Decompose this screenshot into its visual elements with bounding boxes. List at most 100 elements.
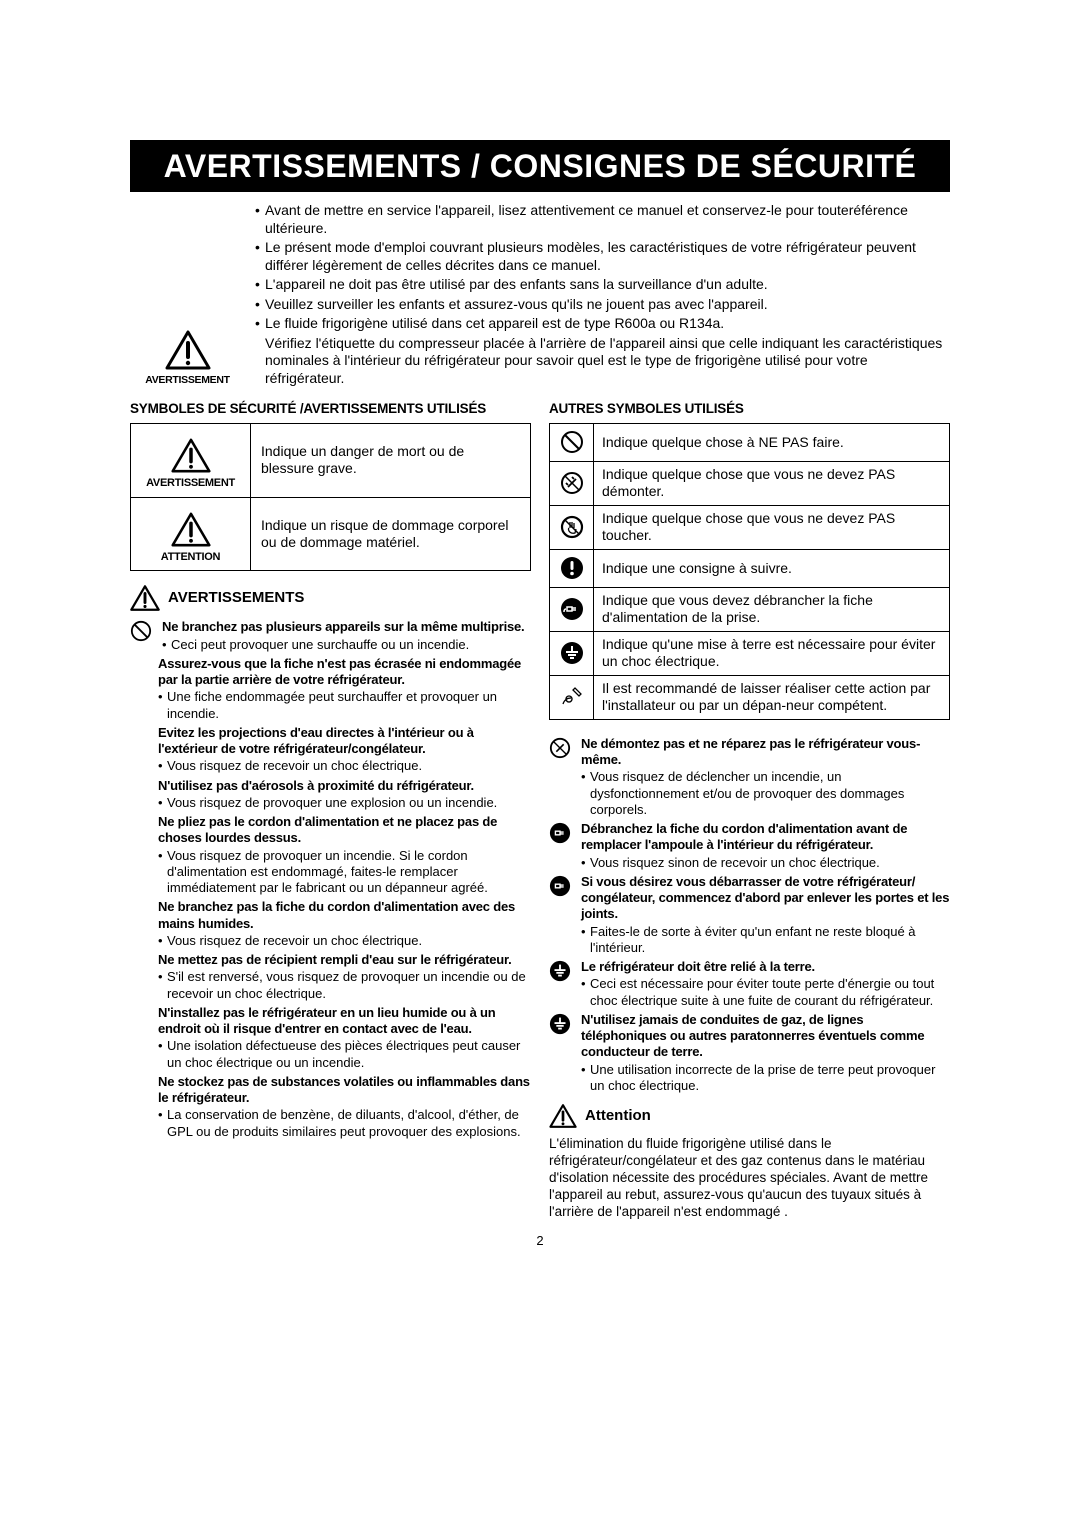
installer-icon xyxy=(550,676,594,719)
symbol-description: Il est recommandé de laisser réaliser ce… xyxy=(594,676,949,719)
warn-sub: Vous risquez sinon de recevoir un choc é… xyxy=(581,855,950,871)
warn-item: Evitez les projections d'eau directes à … xyxy=(130,725,531,775)
warn-item: Ne pliez pas le cordon d'alimentation et… xyxy=(130,814,531,896)
left-column: SYMBOLES DE SÉCURITÉ /AVERTISSEMENTS UTI… xyxy=(130,401,531,1221)
prohibit-icon xyxy=(550,424,594,461)
no-disassemble-icon xyxy=(549,736,573,818)
warn-sub: La conservation de benzène, de diluants,… xyxy=(158,1107,531,1140)
intro-list: Avant de mettre en service l'appareil, l… xyxy=(255,202,950,333)
warn-item: Ne stockez pas de substances volatiles o… xyxy=(130,1074,531,1140)
warnings-list-right: Ne démontez pas et ne réparez pas le réf… xyxy=(549,736,950,1094)
intro-item: Avant de mettre en service l'appareil, l… xyxy=(255,202,950,237)
symbol-description: Indique un risque de dommage corporel ou… xyxy=(251,498,530,571)
warn-item: Débranchez la fiche du cordon d'alimenta… xyxy=(549,821,950,871)
right-column: AUTRES SYMBOLES UTILISÉS Indique quelque… xyxy=(549,401,950,1221)
warning-triangle-icon xyxy=(130,585,160,611)
warn-sub: Une isolation défectueuse des pièces éle… xyxy=(158,1038,531,1071)
ground-icon xyxy=(549,1012,573,1094)
caution-triangle-icon xyxy=(171,512,211,547)
warn-item: Ne branchez pas la fiche du cordon d'ali… xyxy=(130,899,531,949)
unplug-icon xyxy=(550,588,594,631)
symbol-cell: AVERTISSEMENT xyxy=(131,424,251,497)
warn-bold: Débranchez la fiche du cordon d'alimenta… xyxy=(581,821,950,854)
safety-symbols-table: AVERTISSEMENT Indique un danger de mort … xyxy=(130,423,531,572)
symbol-cell: ATTENTION xyxy=(131,498,251,571)
warn-item: N'installez pas le réfrigérateur en un l… xyxy=(130,1005,531,1071)
warn-bold: Evitez les projections d'eau directes à … xyxy=(158,725,531,758)
table-row: Indique quelque chose que vous ne devez … xyxy=(550,506,949,550)
intro-badge-label: AVERTISSEMENT xyxy=(145,374,230,387)
warn-bold: N'utilisez jamais de conduites de gaz, d… xyxy=(581,1012,950,1061)
warn-item: Ne démontez pas et ne réparez pas le réf… xyxy=(549,736,950,818)
warn-sub: Une fiche endommagée peut surchauffer et… xyxy=(158,689,531,722)
table-row: Indique que vous devez débrancher la fic… xyxy=(550,588,949,632)
symbol-label: ATTENTION xyxy=(161,551,220,565)
warning-triangle-icon xyxy=(165,330,211,370)
warn-sub: Vous risquez de déclencher un incendie, … xyxy=(581,769,950,818)
warn-bold: Ne démontez pas et ne réparez pas le réf… xyxy=(581,736,950,769)
symbol-description: Indique qu'une mise à terre est nécessai… xyxy=(594,632,949,675)
warn-sub: Faites-le de sorte à éviter qu'un enfant… xyxy=(581,924,950,957)
warn-bold: Assurez-vous que la fiche n'est pas écra… xyxy=(158,656,531,689)
warnings-heading-text: AVERTISSEMENTS xyxy=(168,589,304,608)
warn-item: N'utilisez jamais de conduites de gaz, d… xyxy=(549,1012,950,1094)
warn-bold: N'utilisez pas d'aérosols à proximité du… xyxy=(158,778,531,794)
warn-sub: Une utilisation incorrecte de la prise d… xyxy=(581,1062,950,1095)
attention-heading-text: Attention xyxy=(585,1107,651,1126)
unplug-icon xyxy=(549,821,573,871)
two-column-layout: SYMBOLES DE SÉCURITÉ /AVERTISSEMENTS UTI… xyxy=(130,401,950,1221)
warn-sub: Vous risquez de provoquer un incendie. S… xyxy=(158,848,531,897)
caution-triangle-icon xyxy=(549,1104,577,1128)
warn-item: Si vous désirez vous débarrasser de votr… xyxy=(549,874,950,956)
mandatory-icon xyxy=(550,550,594,587)
warn-bold: Si vous désirez vous débarrasser de votr… xyxy=(581,874,950,923)
warnings-list-left: Ne branchez pas plusieurs appareils sur … xyxy=(130,619,531,1140)
warn-bold: Le réfrigérateur doit être relié à la te… xyxy=(581,959,950,975)
table-row: Il est recommandé de laisser réaliser ce… xyxy=(550,676,949,719)
page-title: AVERTISSEMENTS / CONSIGNES DE SÉCURITÉ xyxy=(130,140,950,192)
symbol-label: AVERTISSEMENT xyxy=(146,477,235,491)
other-symbols-table: Indique quelque chose à NE PAS faire. In… xyxy=(549,423,950,720)
page-number: 2 xyxy=(130,1233,950,1249)
warn-item: Ne mettez pas de récipient rempli d'eau … xyxy=(130,952,531,1002)
warn-item: Assurez-vous que la fiche n'est pas écra… xyxy=(130,656,531,722)
warnings-heading: AVERTISSEMENTS xyxy=(130,585,531,611)
intro-item: Le présent mode d'emploi couvrant plusie… xyxy=(255,239,950,274)
symbol-description: Indique que vous devez débrancher la fic… xyxy=(594,588,949,631)
warn-sub: Ceci est nécessaire pour éviter toute pe… xyxy=(581,976,950,1009)
table-row: Indique quelque chose à NE PAS faire. xyxy=(550,424,949,462)
warn-bold: N'installez pas le réfrigérateur en un l… xyxy=(158,1005,531,1038)
warn-bold: Ne pliez pas le cordon d'alimentation et… xyxy=(158,814,531,847)
warn-bold: Ne branchez pas la fiche du cordon d'ali… xyxy=(158,899,531,932)
no-touch-icon xyxy=(550,506,594,549)
intro-badge: AVERTISSEMENT xyxy=(130,202,245,387)
symbol-description: Indique un danger de mort ou de blessure… xyxy=(251,424,530,497)
intro-row: AVERTISSEMENT Avant de mettre en service… xyxy=(130,202,950,387)
safety-symbols-heading: SYMBOLES DE SÉCURITÉ /AVERTISSEMENTS UTI… xyxy=(130,401,531,418)
other-symbols-heading: AUTRES SYMBOLES UTILISÉS xyxy=(549,401,950,418)
symbol-description: Indique quelque chose que vous ne devez … xyxy=(594,462,949,505)
table-row: Indique qu'une mise à terre est nécessai… xyxy=(550,632,949,676)
intro-item: Veuillez surveiller les enfants et assur… xyxy=(255,296,950,314)
table-row: Indique une consigne à suivre. xyxy=(550,550,949,588)
prohibit-icon xyxy=(130,619,154,653)
warning-triangle-icon xyxy=(171,438,211,473)
warn-item: Le réfrigérateur doit être relié à la te… xyxy=(549,959,950,1009)
ground-icon xyxy=(550,632,594,675)
table-row: AVERTISSEMENT Indique un danger de mort … xyxy=(131,424,530,498)
table-row: Indique quelque chose que vous ne devez … xyxy=(550,462,949,506)
attention-heading: Attention xyxy=(549,1104,950,1128)
unplug-icon xyxy=(549,874,573,956)
symbol-description: Indique quelque chose à NE PAS faire. xyxy=(594,424,949,461)
no-disassemble-icon xyxy=(550,462,594,505)
table-row: ATTENTION Indique un risque de dommage c… xyxy=(131,498,530,571)
warn-bold: Ne mettez pas de récipient rempli d'eau … xyxy=(158,952,531,968)
symbol-description: Indique une consigne à suivre. xyxy=(594,550,949,587)
warn-item: N'utilisez pas d'aérosols à proximité du… xyxy=(130,778,531,812)
intro-item: Le fluide frigorigène utilisé dans cet a… xyxy=(255,315,950,333)
warn-sub: Vous risquez de recevoir un choc électri… xyxy=(158,933,531,949)
warn-item: Ne branchez pas plusieurs appareils sur … xyxy=(130,619,531,653)
symbol-description: Indique quelque chose que vous ne devez … xyxy=(594,506,949,549)
warn-sub: Vous risquez de recevoir un choc électri… xyxy=(158,758,531,774)
intro-content: Avant de mettre en service l'appareil, l… xyxy=(255,202,950,387)
